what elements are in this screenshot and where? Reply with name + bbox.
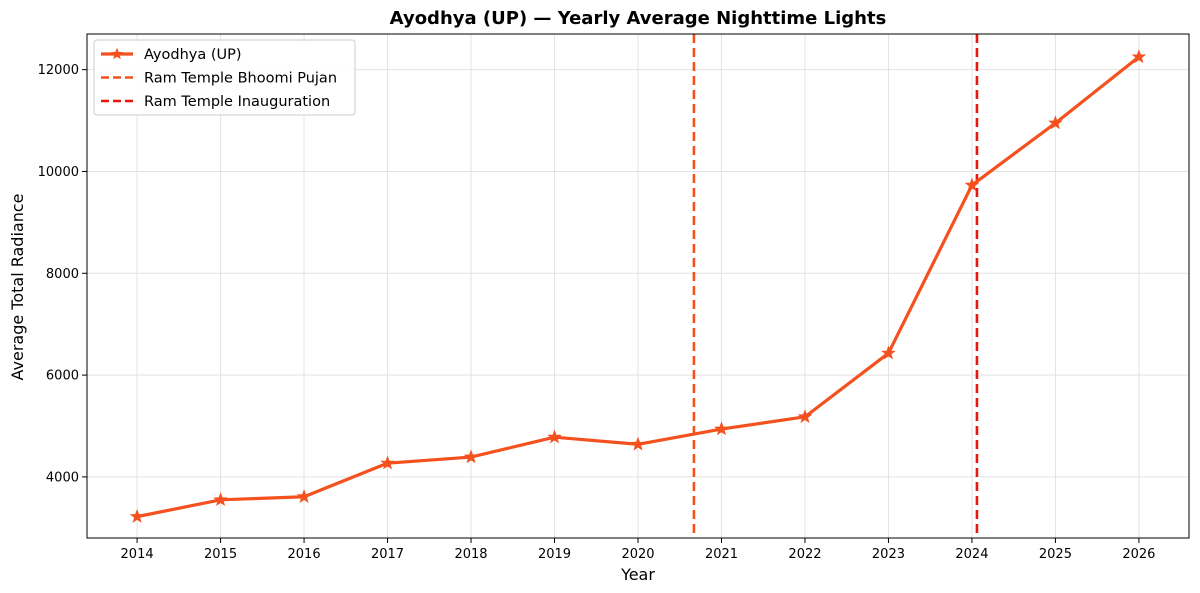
y-tick-label: 12000 — [38, 63, 79, 78]
data-point-marker — [964, 177, 980, 192]
legend-label: Ram Temple Inauguration — [144, 94, 330, 110]
x-tick-label: 2023 — [872, 547, 905, 562]
data-point-marker — [380, 455, 395, 470]
data-point-marker — [881, 345, 896, 360]
legend-star-marker — [110, 47, 124, 60]
x-tick-label: 2017 — [371, 547, 404, 562]
data-point-marker — [1131, 49, 1147, 64]
y-tick-label: 4000 — [46, 470, 79, 485]
x-axis-label: Year — [620, 565, 655, 584]
x-tick-label: 2021 — [705, 547, 738, 562]
data-point-marker — [463, 449, 479, 464]
axis-ticks: 2014 2015 2016 2017 2018 2019 2020 2021 2022 2023… — [38, 63, 1156, 562]
data-point-marker — [797, 409, 813, 424]
x-tick-label: 2025 — [1039, 547, 1072, 562]
y-axis-label: Average Total Radiance — [8, 194, 27, 381]
chart-title: Ayodhya (UP) — Yearly Average Nighttime … — [390, 8, 887, 29]
annotation-lines — [692, 34, 979, 538]
x-tick-label: 2019 — [538, 547, 571, 562]
y-tick-label: 10000 — [38, 165, 79, 180]
series-layer — [129, 49, 1147, 523]
x-tick-label: 2015 — [204, 547, 237, 562]
legend: Ayodhya (UP) Ram Temple Bhoomi Pujan Ram T… — [93, 39, 356, 116]
y-tick-label: 8000 — [46, 267, 79, 282]
x-tick-label: 2014 — [121, 547, 154, 562]
x-tick-label: 2018 — [454, 547, 487, 562]
data-point-marker — [630, 436, 646, 451]
y-tick-label: 6000 — [46, 369, 79, 384]
x-tick-label: 2022 — [788, 547, 821, 562]
data-point-marker — [129, 508, 145, 523]
x-tick-label: 2020 — [621, 547, 654, 562]
data-point-marker — [714, 421, 729, 436]
data-point-marker — [296, 489, 312, 503]
legend-label: Ayodhya (UP) — [144, 47, 242, 63]
legend-label: Ram Temple Bhoomi Pujan — [144, 71, 337, 87]
data-point-marker — [213, 492, 228, 507]
data-point-marker — [547, 429, 562, 444]
x-tick-label: 2024 — [955, 547, 988, 562]
data-point-marker — [1048, 115, 1063, 130]
legend-box — [93, 39, 356, 116]
x-tick-label: 2026 — [1122, 547, 1155, 562]
x-tick-label: 2016 — [288, 547, 321, 562]
